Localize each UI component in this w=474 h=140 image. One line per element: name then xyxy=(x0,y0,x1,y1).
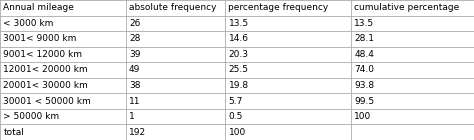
Text: < 3000 km: < 3000 km xyxy=(3,19,54,28)
Text: 74.0: 74.0 xyxy=(354,66,374,74)
Text: 38: 38 xyxy=(129,81,140,90)
Text: 19.8: 19.8 xyxy=(228,81,248,90)
Text: 48.4: 48.4 xyxy=(354,50,374,59)
Text: 39: 39 xyxy=(129,50,140,59)
Text: 100: 100 xyxy=(228,128,246,137)
Text: 13.5: 13.5 xyxy=(354,19,374,28)
Text: 9001< 12000 km: 9001< 12000 km xyxy=(3,50,82,59)
Text: 12001< 20000 km: 12001< 20000 km xyxy=(3,66,88,74)
Text: total: total xyxy=(3,128,24,137)
Text: 25.5: 25.5 xyxy=(228,66,248,74)
Text: absolute frequency: absolute frequency xyxy=(129,3,217,12)
Text: 192: 192 xyxy=(129,128,146,137)
Text: cumulative percentage: cumulative percentage xyxy=(354,3,459,12)
Text: 93.8: 93.8 xyxy=(354,81,374,90)
Text: > 50000 km: > 50000 km xyxy=(3,112,59,121)
Text: 26: 26 xyxy=(129,19,140,28)
Text: 99.5: 99.5 xyxy=(354,97,374,106)
Text: 0.5: 0.5 xyxy=(228,112,243,121)
Text: 100: 100 xyxy=(354,112,371,121)
Text: percentage frequency: percentage frequency xyxy=(228,3,328,12)
Text: 20.3: 20.3 xyxy=(228,50,248,59)
Text: 11: 11 xyxy=(129,97,140,106)
Text: 1: 1 xyxy=(129,112,135,121)
Text: 30001 < 50000 km: 30001 < 50000 km xyxy=(3,97,91,106)
Text: 20001< 30000 km: 20001< 30000 km xyxy=(3,81,88,90)
Text: 14.6: 14.6 xyxy=(228,34,248,43)
Text: 49: 49 xyxy=(129,66,140,74)
Text: 13.5: 13.5 xyxy=(228,19,248,28)
Text: 28: 28 xyxy=(129,34,140,43)
Text: 5.7: 5.7 xyxy=(228,97,243,106)
Text: 28.1: 28.1 xyxy=(354,34,374,43)
Text: Annual mileage: Annual mileage xyxy=(3,3,74,12)
Text: 3001< 9000 km: 3001< 9000 km xyxy=(3,34,77,43)
